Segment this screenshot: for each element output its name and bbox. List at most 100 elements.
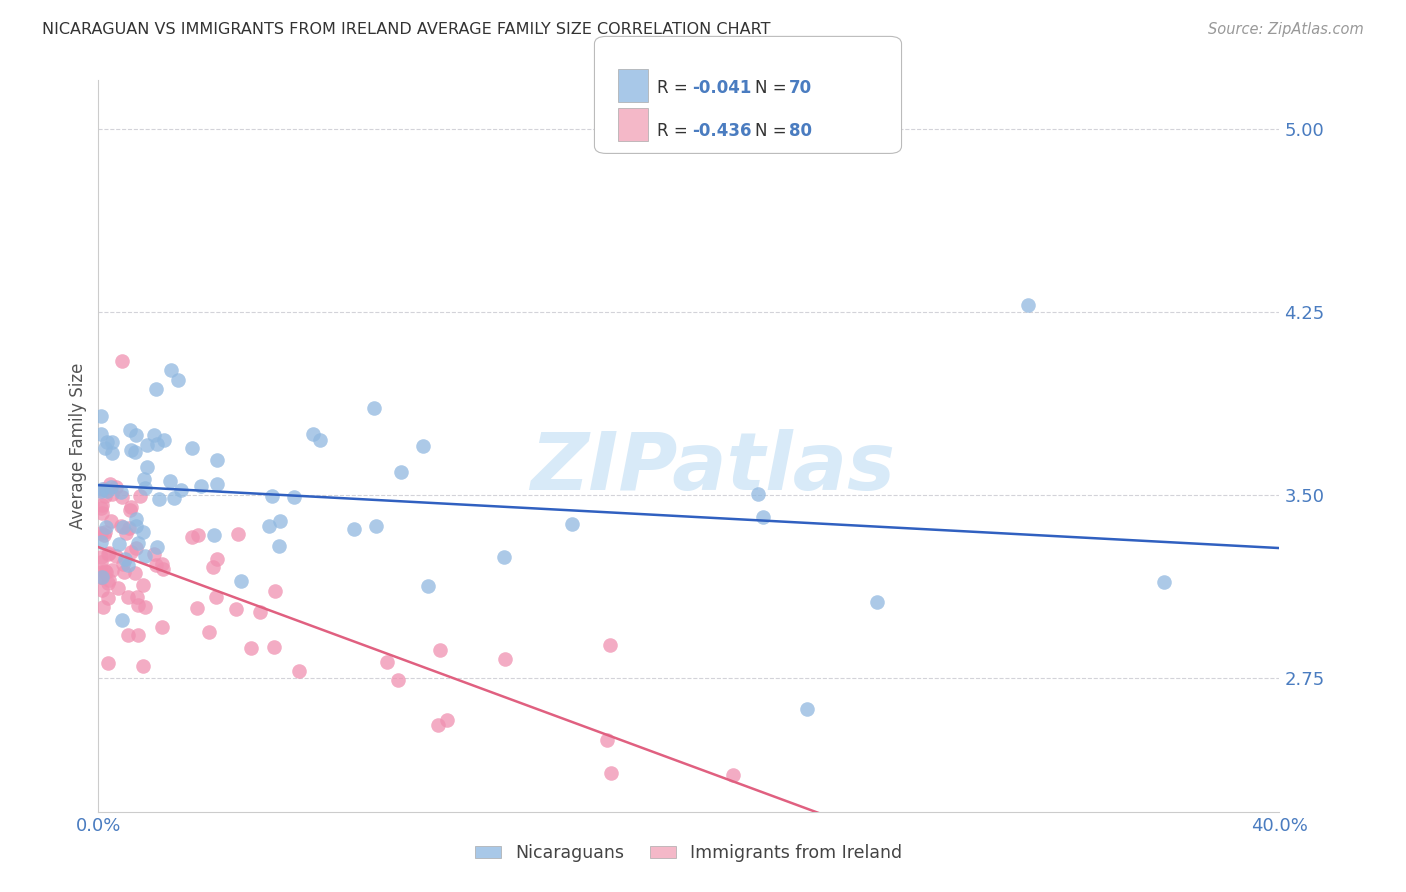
Point [94,441,117,455]
Point [90,566,112,580]
Point [127,535,149,549]
Point [364,519,387,533]
Point [170,483,193,498]
Point [125,512,148,526]
Point [114,552,136,566]
Point [96,565,118,579]
Point [426,718,449,732]
Point [118,520,141,534]
Point [186,601,208,615]
FancyBboxPatch shape [619,108,648,141]
Point [100,480,122,494]
Point [111,353,134,368]
Point [132,659,155,673]
FancyBboxPatch shape [619,70,648,103]
Point [90,506,112,520]
Point [93,482,115,496]
Point [136,459,159,474]
Point [181,530,204,544]
Point [98,546,121,560]
Point [205,477,228,491]
Point [117,558,139,573]
Point [125,427,148,442]
Point [429,643,451,657]
Point [112,566,135,580]
Point [90,409,112,423]
Point [100,515,122,529]
Point [107,581,129,595]
Point [202,560,225,574]
Point [97,656,120,670]
Point [136,438,159,452]
Point [98,477,121,491]
Point [111,613,134,627]
Text: ZIPatlas: ZIPatlas [530,429,896,507]
Point [152,562,174,576]
Point [309,434,332,448]
Point [105,480,128,494]
Point [187,528,209,542]
Point [160,363,183,377]
Point [145,382,167,396]
Point [111,557,134,571]
Text: 70: 70 [789,78,813,96]
Point [150,620,173,634]
Point [225,602,247,616]
Text: R =: R = [657,122,693,140]
Point [129,489,152,503]
Point [93,527,115,541]
Point [108,537,131,551]
Text: -0.041: -0.041 [693,78,752,96]
Point [111,520,134,534]
Point [111,490,134,504]
Point [269,540,291,554]
Point [93,564,115,578]
Point [127,628,149,642]
Point [262,489,284,503]
Point [866,594,889,608]
Point [90,550,112,565]
Point [596,732,619,747]
Point [101,487,124,501]
Point [150,558,173,572]
Point [240,640,263,655]
Point [120,500,142,514]
Point [288,665,311,679]
Point [97,547,120,561]
Point [91,600,114,615]
Point [436,713,458,727]
Point [110,484,132,499]
Text: NICARAGUAN VS IMMIGRANTS FROM IRELAND AVERAGE FAMILY SIZE CORRELATION CHART: NICARAGUAN VS IMMIGRANTS FROM IRELAND AV… [42,22,770,37]
Point [418,579,440,593]
Point [96,434,118,449]
Point [198,625,221,640]
Point [283,490,305,504]
Point [226,527,249,541]
Text: N =: N = [755,78,792,96]
Point [146,436,169,450]
Text: 80: 80 [789,122,813,140]
Point [90,534,112,549]
Text: N =: N = [755,122,792,140]
Point [104,549,127,563]
Point [120,544,142,558]
Point [90,498,112,512]
Point [114,526,136,541]
Point [100,563,122,577]
Point [146,541,169,555]
Point [124,445,146,459]
Point [127,591,149,605]
Point [204,591,226,605]
Point [723,768,745,782]
Point [90,555,112,569]
Point [796,702,818,716]
Point [231,574,253,589]
Point [269,515,291,529]
Point [494,652,516,666]
Point [120,424,142,438]
Point [202,527,225,541]
Point [375,655,398,669]
Point [93,489,115,503]
Point [145,558,167,572]
Point [117,590,139,604]
